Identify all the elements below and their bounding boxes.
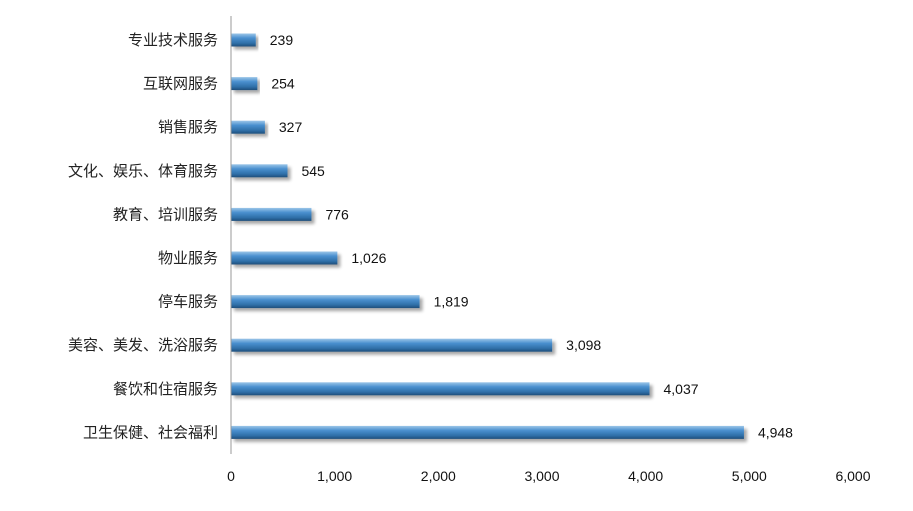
value-label: 327 <box>279 119 303 135</box>
bar <box>231 338 553 352</box>
category-label: 互联网服务 <box>143 75 218 93</box>
value-label: 4,948 <box>758 424 793 440</box>
bar <box>231 251 338 265</box>
bar <box>231 207 312 221</box>
value-label: 776 <box>325 206 349 222</box>
x-tick-labels: 0 1,000 2,000 3,000 4,000 5,000 6,000 <box>227 468 871 484</box>
bar <box>231 120 265 134</box>
bar <box>231 425 744 439</box>
bar <box>231 77 258 91</box>
x-tick-label: 5,000 <box>732 468 767 484</box>
bar <box>231 295 420 309</box>
value-label: 4,037 <box>664 381 699 397</box>
value-labels: 239 254 327 545 776 1,026 1,819 3,098 4,037 4,948 <box>270 32 793 440</box>
bar <box>231 164 288 178</box>
category-label: 卫生保健、社会福利 <box>83 423 218 441</box>
category-label: 文化、娱乐、体育服务 <box>68 162 218 180</box>
category-labels: 专业技术服务互联网服务销售服务文化、娱乐、体育服务教育、培训服务物业服务停车服务… <box>68 31 218 441</box>
bar <box>231 382 650 396</box>
value-label: 239 <box>270 32 294 48</box>
value-label: 254 <box>271 76 295 92</box>
x-tick-label: 0 <box>227 468 235 484</box>
value-label: 545 <box>301 163 325 179</box>
x-tick-label: 3,000 <box>524 468 559 484</box>
value-label: 1,026 <box>351 250 386 266</box>
x-tick-label: 6,000 <box>835 468 870 484</box>
category-label: 销售服务 <box>158 118 218 136</box>
bars-layer <box>231 33 744 439</box>
value-label: 1,819 <box>434 294 469 310</box>
x-tick-label: 1,000 <box>317 468 352 484</box>
category-label: 停车服务 <box>158 293 218 311</box>
value-label: 3,098 <box>566 337 601 353</box>
bar <box>231 33 256 47</box>
category-label: 美容、美发、洗浴服务 <box>68 336 218 354</box>
category-label: 餐饮和住宿服务 <box>113 380 218 398</box>
x-tick-label: 2,000 <box>421 468 456 484</box>
x-tick-label: 4,000 <box>628 468 663 484</box>
category-label: 教育、培训服务 <box>113 205 218 223</box>
category-label: 物业服务 <box>158 249 218 267</box>
category-label: 专业技术服务 <box>128 31 218 49</box>
